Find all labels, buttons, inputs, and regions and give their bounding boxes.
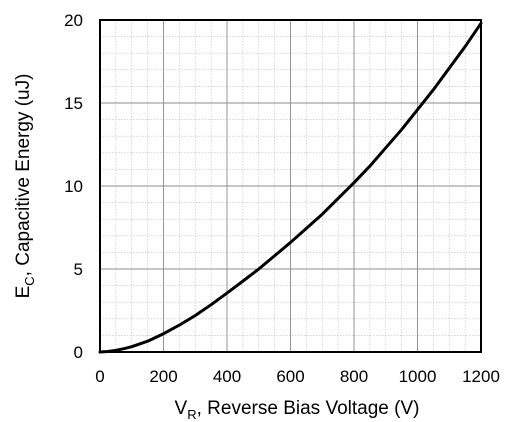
- y-tick-label: 15: [64, 94, 83, 113]
- x-tick-label: 800: [340, 367, 368, 386]
- x-tick-label: 0: [95, 367, 104, 386]
- x-tick-label: 600: [276, 367, 304, 386]
- x-axis-label-main: V: [175, 398, 188, 419]
- y-tick-label: 20: [64, 11, 83, 30]
- x-tick-label: 1000: [399, 367, 437, 386]
- x-axis-label: VR, Reverse Bias Voltage (V): [175, 398, 420, 422]
- y-axis-label: EC, Capacitive Energy (uJ): [13, 74, 37, 299]
- series-line: [98, 21, 483, 354]
- y-axis-label-sub: C: [22, 276, 37, 285]
- plot-frame: [99, 19, 482, 353]
- x-axis-label-sub: R: [187, 407, 196, 422]
- y-axis-label-main: E: [13, 286, 34, 299]
- x-tick-label: 400: [213, 367, 241, 386]
- data-series: [98, 21, 483, 354]
- y-tick-labels: 0 5 10 15 20: [64, 11, 83, 362]
- y-axis-label-rest: , Capacitive Energy (uJ): [13, 74, 34, 277]
- x-tick-label: 200: [149, 367, 177, 386]
- y-tick-label: 0: [74, 343, 83, 362]
- x-axis-label-rest: , Reverse Bias Voltage (V): [197, 398, 420, 419]
- y-tick-label: 10: [64, 177, 83, 196]
- x-tick-labels: 0 200 400 600 800 1000 1200: [95, 367, 500, 386]
- y-tick-label: 5: [74, 260, 83, 279]
- x-tick-label: 1200: [462, 367, 500, 386]
